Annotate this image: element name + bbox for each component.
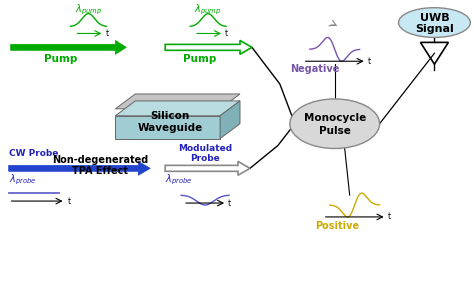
- Text: Negative: Negative: [290, 64, 339, 74]
- Text: t: t: [105, 29, 109, 38]
- Ellipse shape: [290, 99, 380, 149]
- Text: Signal: Signal: [415, 23, 454, 33]
- Text: t: t: [228, 199, 231, 207]
- Polygon shape: [115, 116, 220, 139]
- Text: $\lambda_{probe}$: $\lambda_{probe}$: [165, 173, 193, 188]
- Text: CW Probe: CW Probe: [9, 149, 58, 158]
- Text: $\lambda_{pump}$: $\lambda_{pump}$: [75, 2, 102, 17]
- Text: Pulse: Pulse: [319, 126, 351, 136]
- Text: Modulated
Probe: Modulated Probe: [178, 144, 232, 163]
- Text: Pump: Pump: [44, 54, 77, 64]
- Polygon shape: [9, 161, 150, 175]
- Text: t: t: [225, 29, 228, 38]
- Text: $\lambda_{pump}$: $\lambda_{pump}$: [194, 2, 222, 17]
- Text: t: t: [368, 57, 371, 66]
- Text: Silicon
Waveguide: Silicon Waveguide: [137, 111, 203, 132]
- Text: t: t: [388, 212, 391, 222]
- Polygon shape: [11, 40, 127, 54]
- Text: Positive: Positive: [315, 221, 359, 231]
- Polygon shape: [115, 94, 240, 109]
- Text: UWB: UWB: [419, 13, 449, 23]
- Polygon shape: [165, 161, 250, 175]
- Text: t: t: [67, 197, 71, 206]
- Text: $\lambda_{probe}$: $\lambda_{probe}$: [9, 173, 36, 188]
- Text: Monocycle: Monocycle: [303, 113, 366, 123]
- Ellipse shape: [399, 8, 470, 38]
- Polygon shape: [220, 101, 240, 139]
- Text: Non-degenerated
TPA Effect: Non-degenerated TPA Effect: [52, 155, 148, 176]
- Polygon shape: [115, 101, 240, 116]
- Text: Pump: Pump: [183, 54, 217, 64]
